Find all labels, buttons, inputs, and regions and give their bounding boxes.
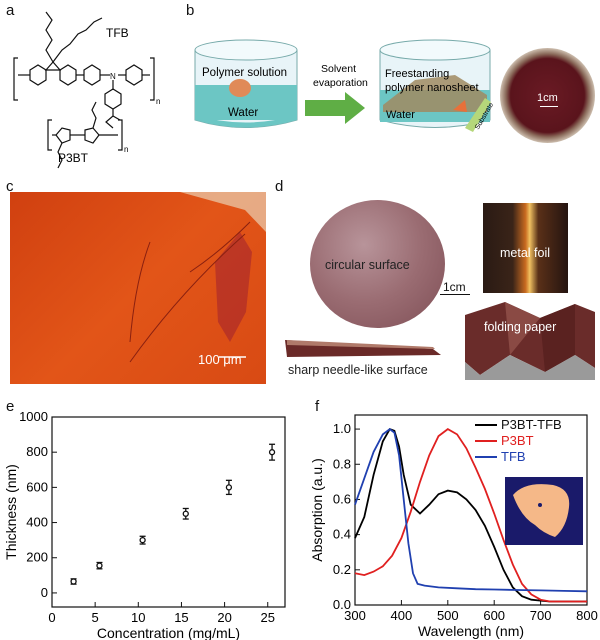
data-point <box>225 484 233 491</box>
thickness-chart: 0 5 10 15 20 25 0 200 400 600 800 1000 Concentration… <box>3 409 286 640</box>
y-tick-label: 0.2 <box>333 562 351 577</box>
folding-paper-label: folding paper <box>484 320 557 334</box>
fluorescence-inset-photo <box>505 477 583 545</box>
y-tick-label: 0.4 <box>333 527 351 542</box>
y-tick-label: 0.6 <box>333 491 351 506</box>
dish2-top-text-2: polymer nanosheet <box>385 82 479 94</box>
micrograph-scale-label: 100 μm <box>198 352 242 367</box>
absorption-chart: 300 400 500 600 700 800 0.0 0.2 0.4 0.6 0.8 1.0 Wave… <box>309 414 598 639</box>
svg-text:N: N <box>110 72 116 81</box>
y-tick-label: 0.8 <box>333 456 351 471</box>
metal-foil-photo <box>483 203 568 293</box>
micrograph-photo: 100 μm <box>10 192 266 384</box>
x-axis-label: Concentration (mg/mL) <box>97 625 240 640</box>
dish-photo: 1cm <box>500 48 595 143</box>
y-tick-label: 0.0 <box>333 597 351 612</box>
data-point <box>96 562 103 569</box>
p3bt-label: P3BT <box>58 151 89 165</box>
y-tick-label: 800 <box>26 444 48 459</box>
needle-sheet-photo <box>285 340 441 357</box>
panel-letter-c: c <box>6 178 14 195</box>
p3bt-structure <box>47 101 123 169</box>
photo-scale-bar <box>540 106 558 107</box>
legend-label: TFB <box>501 449 526 464</box>
x-tick-label: 300 <box>344 608 366 623</box>
nanosheet-schematic: Polymer solution Water Solvent evaporati… <box>194 39 495 132</box>
y-tick-label: 1000 <box>19 409 48 424</box>
arrow-icon <box>305 92 365 124</box>
metal-foil-label: metal foil <box>500 246 551 260</box>
x-tick-label: 10 <box>131 610 145 625</box>
x-tick-label: 700 <box>530 608 552 623</box>
data-point <box>139 536 146 544</box>
dish2-water-text: Water <box>386 109 415 121</box>
x-tick-label: 500 <box>437 608 459 623</box>
circular-label: circular surface <box>325 258 410 272</box>
x-tick-label: 25 <box>261 610 275 625</box>
dish1-top-text: Polymer solution <box>202 67 287 79</box>
panel-letter-f: f <box>315 398 320 415</box>
panel-letter-e: e <box>6 398 15 415</box>
series-line <box>354 428 587 603</box>
y-axis-label: Absorption (a.u.) <box>309 458 325 562</box>
x-tick-label: 800 <box>576 608 598 623</box>
legend-label: P3BT <box>501 433 534 448</box>
dish-nanosheet <box>379 39 491 132</box>
panel-letter-d: d <box>275 178 284 195</box>
x-tick-label: 20 <box>217 610 231 625</box>
plot-frame <box>51 416 286 608</box>
panel-letter-a: a <box>6 2 15 19</box>
y-tick-label: 0 <box>41 585 48 600</box>
x-tick-label: 15 <box>174 610 188 625</box>
x-axis-label: Wavelength (nm) <box>418 623 524 639</box>
panel-letter-b: b <box>186 2 195 19</box>
legend-label: P3BT-TFB <box>501 417 562 432</box>
micrograph-features <box>129 192 266 363</box>
circular-sheet-photo <box>310 200 445 328</box>
x-tick-label: 5 <box>92 610 99 625</box>
y-tick-label: 400 <box>26 515 48 530</box>
x-tick-label: 600 <box>483 608 505 623</box>
tfb-n: n <box>156 97 160 106</box>
x-tick-label: 400 <box>391 608 413 623</box>
series-line <box>354 427 588 593</box>
photo-scale-label: 1cm <box>537 92 558 104</box>
chemical-structures: N TFB n n P3BT <box>13 11 160 169</box>
dish2-top-text-1: Freestanding <box>385 68 449 80</box>
y-tick-label: 600 <box>26 479 48 494</box>
d-scale-label: 1cm <box>443 280 466 294</box>
d-scale-bar <box>440 294 470 295</box>
plot-frame <box>354 414 588 606</box>
dish-solution <box>194 39 298 128</box>
needle-label: sharp needle-like surface <box>288 363 428 377</box>
y-axis-label: Thickness (nm) <box>3 464 19 560</box>
data-point <box>268 449 276 456</box>
fluorescence-sheet <box>513 484 570 537</box>
data-point <box>182 510 189 517</box>
x-tick-label: 0 <box>48 610 55 625</box>
tfb-structure: N <box>13 11 155 129</box>
p3bt-n: n <box>124 145 128 154</box>
y-tick-label: 200 <box>26 550 48 565</box>
y-tick-label: 1.0 <box>333 421 351 436</box>
arrow-text-2: evaporation <box>313 77 368 89</box>
dish1-bottom-text: Water <box>228 107 258 119</box>
arrow-text-1: Solvent <box>321 63 356 75</box>
tfb-label: TFB <box>106 26 129 40</box>
data-point <box>70 578 77 585</box>
folding-paper-photo <box>465 302 595 380</box>
